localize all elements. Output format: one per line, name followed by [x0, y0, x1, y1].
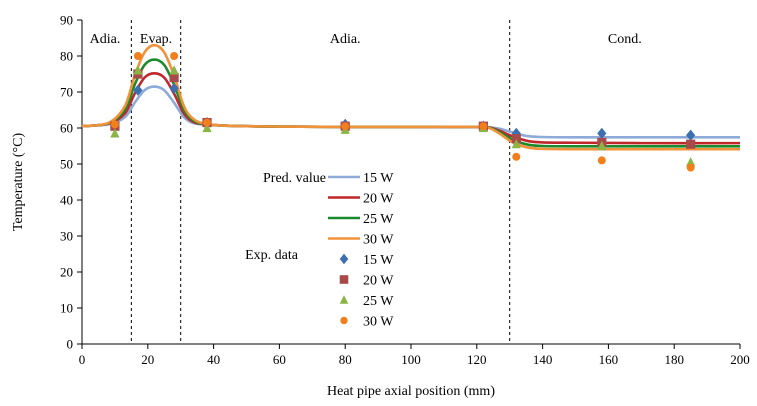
y-tick-label: 80: [60, 49, 73, 64]
legend-marker-swatch: [340, 316, 348, 325]
x-axis-title: Heat pipe axial position (mm): [327, 384, 495, 399]
data-point-15w: [169, 82, 179, 94]
region-dividers: Adia. Evap. Adia. Cond.: [90, 20, 642, 344]
legend-marker-label: 15 W: [363, 253, 394, 268]
y-tick-label: 90: [60, 13, 73, 28]
legend-marker-swatch: [339, 253, 349, 265]
data-point-15w: [597, 127, 607, 139]
data-point-30w: [203, 118, 212, 127]
data-point-25w: [133, 65, 143, 75]
legend-exp-label: Exp. data: [245, 248, 299, 263]
y-tick-label: 10: [60, 301, 73, 316]
data-point-30w: [686, 163, 695, 172]
y-axis-title: Temperature (°C): [11, 133, 26, 232]
data-point-25w: [110, 128, 120, 138]
data-point-25w: [686, 157, 696, 167]
x-tick-label: 200: [730, 352, 750, 367]
legend-line-label: 15 W: [363, 171, 394, 186]
x-tick-label: 60: [273, 352, 286, 367]
data-point-30w: [170, 52, 179, 60]
legend-marker-label: 30 W: [363, 315, 394, 330]
x-tick-label: 100: [401, 352, 421, 367]
x-tick-label: 160: [599, 352, 619, 367]
y-tick-label: 50: [60, 157, 73, 172]
legend-marker-swatch: [339, 275, 349, 284]
series-line-20w: [81, 71, 741, 145]
data-point-20w: [169, 73, 179, 83]
y-tick-label: 0: [67, 337, 74, 352]
x-tick-label: 140: [533, 352, 553, 367]
region-label: Adia.: [330, 32, 361, 47]
data-point-15w: [133, 84, 143, 96]
data-point-30w: [110, 120, 119, 129]
data-point-15w: [686, 129, 696, 141]
x-tick-label: 120: [467, 352, 487, 367]
x-tick-label: 80: [339, 352, 352, 367]
region-label: Evap.: [140, 32, 172, 47]
y-tick-label: 30: [60, 229, 73, 244]
legend-pred-label: Pred. value: [263, 171, 326, 186]
y-tick-label: 60: [60, 121, 73, 136]
data-point-20w: [511, 134, 521, 144]
region-label: Adia.: [90, 32, 121, 47]
x-tick-label: 0: [79, 352, 86, 367]
legend-line-label: 30 W: [363, 233, 394, 248]
legend-line-label: 25 W: [363, 212, 394, 227]
legend-marker-label: 25 W: [363, 294, 394, 309]
data-point-30w: [512, 152, 521, 161]
data-point-25w: [511, 139, 521, 149]
legend-line-label: 20 W: [363, 192, 394, 207]
region-label: Cond.: [608, 32, 642, 47]
prediction-lines: [81, 43, 741, 151]
legend-marker-swatch: [339, 295, 349, 304]
legend-marker-label: 20 W: [363, 274, 394, 289]
y-tick-label: 40: [60, 193, 73, 208]
series-line-30w: [81, 43, 740, 151]
data-point-25w: [597, 140, 607, 151]
data-point-30w: [479, 122, 488, 131]
axes: 0 20 40 60 80 100 120 140 160 180 200 0 10 20 30 40 50 60…: [60, 13, 750, 368]
data-point-30w: [341, 122, 350, 131]
data-point-20w: [686, 139, 696, 149]
legend: Pred. value Exp. data 15 W 20 W 25 W 30 W 15…: [245, 171, 394, 330]
x-tick-label: 20: [141, 352, 154, 367]
data-point-30w: [597, 156, 606, 165]
experimental-points: [110, 52, 696, 172]
y-tick-label: 20: [60, 265, 73, 280]
data-point-25w: [169, 65, 179, 75]
x-tick-label: 40: [207, 352, 220, 367]
series-line-25w: [81, 58, 740, 148]
x-tick-label: 180: [664, 352, 684, 367]
data-point-30w: [133, 52, 142, 60]
y-tick-label: 70: [60, 85, 73, 100]
data-point-25w: [202, 122, 212, 133]
